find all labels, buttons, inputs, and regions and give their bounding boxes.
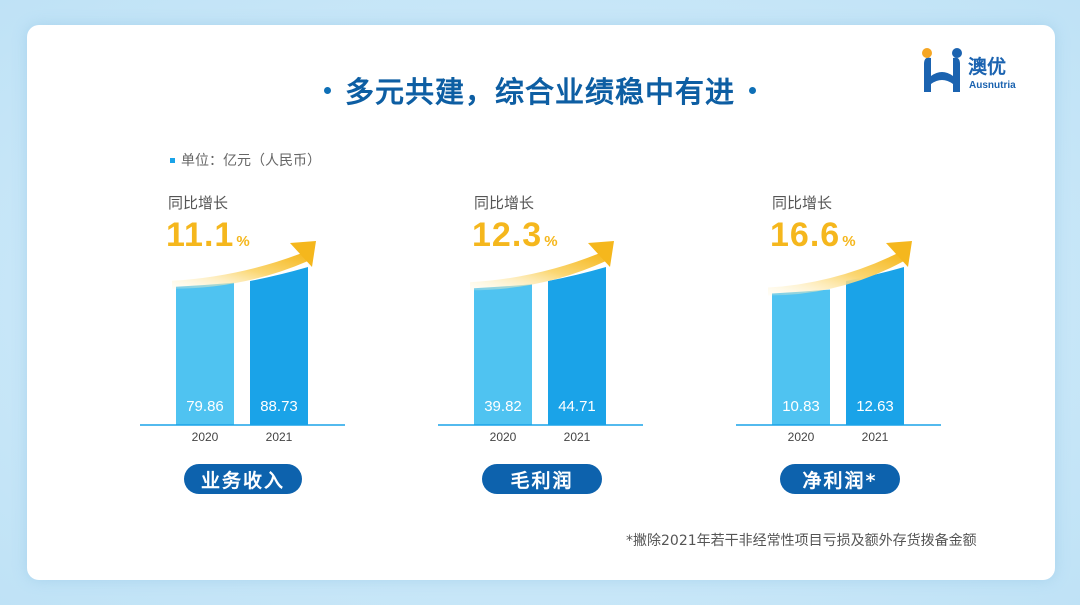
- growth-value: 12.3%: [472, 216, 559, 255]
- chart-group-net-profit: 同比增长 16.6% 10.83 2020 12.63 2021 净利润*: [736, 0, 996, 605]
- bar-2020: [772, 289, 830, 425]
- title-row: 多元共建，综合业绩稳中有进: [0, 68, 1080, 112]
- brand-logo-icon: [922, 48, 962, 92]
- growth-label: 同比增长: [168, 194, 229, 212]
- x-tick-label: 2021: [564, 430, 591, 444]
- bar-value-label: 10.83: [782, 398, 820, 415]
- x-tick-label: 2021: [266, 430, 293, 444]
- chart-group-gross-profit: 同比增长 12.3% 39.82 2020 44.71 2021 毛利润: [438, 0, 698, 605]
- growth-number: 11.1: [166, 216, 235, 254]
- growth-value: 16.6%: [770, 216, 857, 255]
- title-dot-right: [749, 86, 756, 94]
- x-tick-label: 2020: [788, 430, 815, 444]
- bar-2021: [548, 267, 606, 425]
- growth-arrow-head: [290, 241, 316, 267]
- growth-label: 同比增长: [474, 194, 535, 212]
- bar-value-label: 39.82: [484, 398, 522, 415]
- bar-value-label: 79.86: [186, 398, 224, 415]
- growth-arrow-band: [768, 253, 904, 296]
- bar-value-label: 12.63: [856, 398, 894, 415]
- bar-value-label: 44.71: [558, 398, 596, 415]
- growth-number: 16.6: [770, 216, 841, 254]
- growth-label: 同比增长: [772, 194, 833, 212]
- chart-group-revenue: 同比增长 11.1% 79.86 2020 88.73 2021 业务收入: [140, 0, 400, 605]
- growth-unit: %: [544, 233, 559, 250]
- growth-arrow-head: [588, 241, 614, 267]
- brand-logo-name: 澳优: [968, 56, 1007, 78]
- unit-label: 单位：亿元（人民币）: [170, 150, 321, 170]
- bar-2020: [474, 284, 532, 425]
- x-tick-label: 2020: [192, 430, 219, 444]
- brand-logo: 澳优 Ausnutria: [918, 46, 1038, 98]
- growth-arrow-band: [470, 253, 606, 291]
- bar-2021: [250, 267, 308, 425]
- unit-text: 单位：亿元（人民币）: [181, 153, 321, 169]
- footnote: *撇除2021年若干非经常性项目亏损及额外存货拨备金额: [626, 533, 977, 549]
- chart-title-pill: 净利润*: [780, 464, 900, 494]
- growth-arrow-band: [172, 253, 308, 289]
- bar-2021: [846, 267, 904, 425]
- x-tick-label: 2021: [862, 430, 889, 444]
- growth-arrow-head: [886, 241, 912, 267]
- growth-unit: %: [236, 233, 251, 250]
- page-title: 多元共建，综合业绩稳中有进: [344, 75, 735, 109]
- title-dot-left: [323, 86, 331, 94]
- bar-chart-revenue: 79.86 2020 88.73 2021: [140, 241, 345, 444]
- chart-title-pill: 毛利润: [482, 464, 602, 494]
- growth-number: 12.3: [472, 216, 543, 254]
- bar-2020: [176, 282, 234, 425]
- bar-chart-net-profit: 10.83 2020 12.63 2021: [736, 241, 941, 444]
- growth-value: 11.1%: [166, 216, 251, 255]
- growth-unit: %: [842, 233, 857, 250]
- brand-logo-sub: Ausnutria: [969, 80, 1016, 91]
- x-tick-label: 2020: [490, 430, 517, 444]
- chart-title-pill: 业务收入: [184, 464, 302, 494]
- unit-marker: [170, 157, 175, 163]
- bar-chart-gross-profit: 39.82 2020 44.71 2021: [438, 241, 643, 444]
- bar-value-label: 88.73: [260, 398, 298, 415]
